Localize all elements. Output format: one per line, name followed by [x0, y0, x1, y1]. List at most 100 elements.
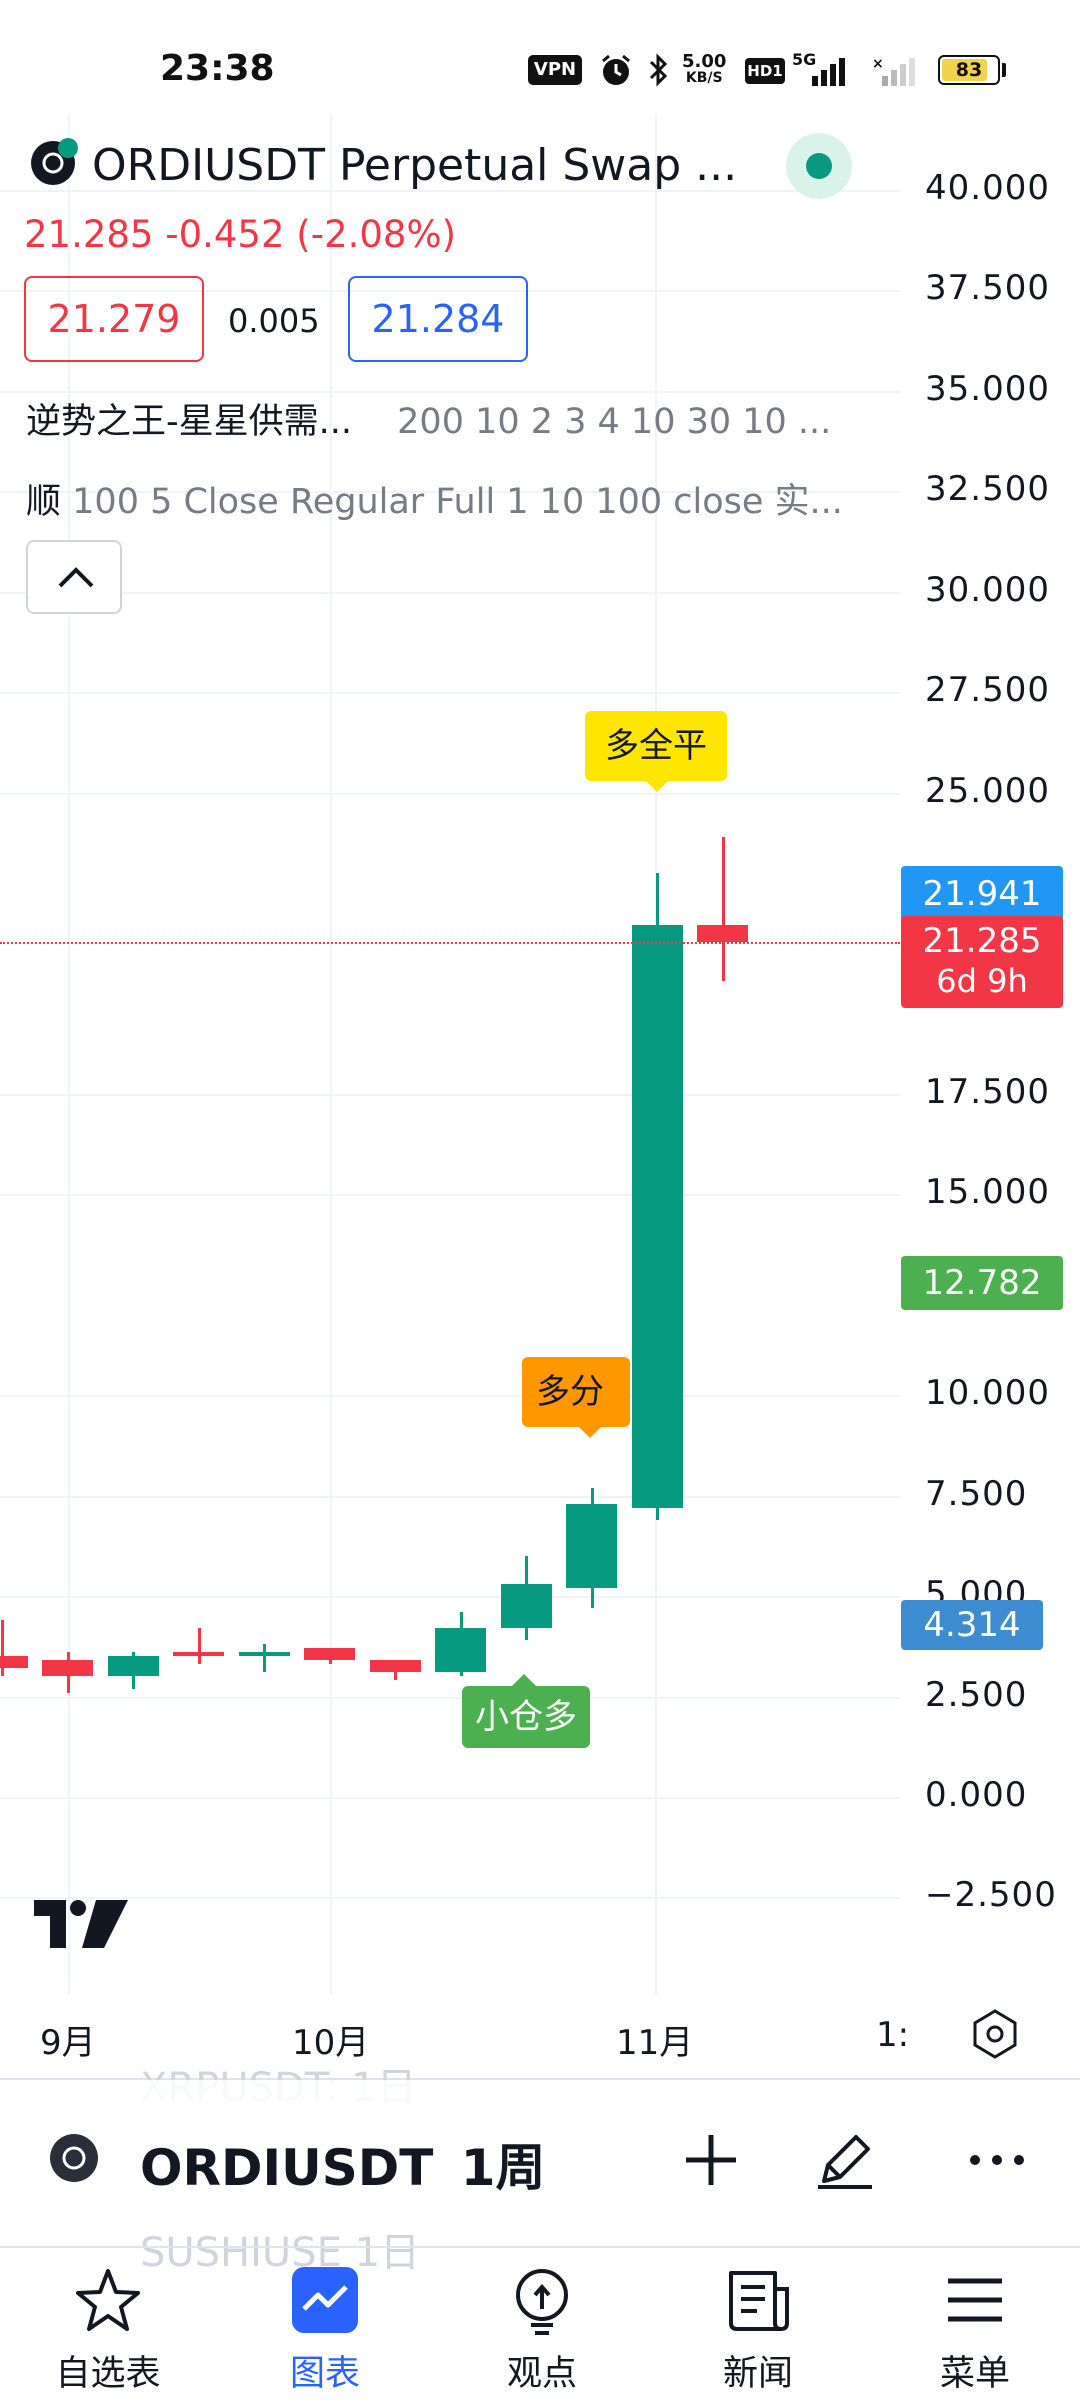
- price-axis-label: 7.500: [925, 1473, 1028, 1514]
- nav-watchlist[interactable]: 自选表: [28, 2265, 188, 2395]
- price-change: 21.285 -0.452 (-2.08%): [24, 213, 456, 256]
- symbol-name: ORDIUSDT: [140, 2139, 434, 2197]
- signal-small-long-pointer: [512, 1674, 536, 1686]
- price-axis-label: 37.500: [925, 268, 1050, 309]
- more-options-icon[interactable]: [962, 2125, 1032, 2195]
- candle-up: [435, 1628, 486, 1673]
- signal-icon: [812, 58, 845, 86]
- chevron-up-icon: [58, 567, 94, 588]
- grid-line: [0, 692, 900, 695]
- price-axis-label: 40.000: [925, 168, 1050, 208]
- grid-line: [0, 1696, 900, 1699]
- candle-down: [173, 1652, 224, 1657]
- candle-up: [566, 1503, 617, 1589]
- grid-line: [0, 491, 900, 494]
- nav-label: 自选表: [55, 2354, 161, 2394]
- spread: 0.005: [228, 302, 320, 340]
- indicator-2-params: 100 5 Close Regular Full 1 10 100 close …: [72, 482, 843, 522]
- grid-line-vertical: [330, 115, 332, 1995]
- indicator-2-name: 顺: [26, 482, 62, 522]
- time-label-sep: 9月: [40, 2023, 96, 2063]
- lightbulb-icon: [516, 2269, 568, 2335]
- grid-line: [0, 1093, 900, 1096]
- candle-up: [107, 1656, 159, 1677]
- interval-selector[interactable]: 1周: [460, 2139, 546, 2197]
- price-axis-label: 27.500: [925, 670, 1050, 711]
- last-price-tag: 21.285 6d 9h: [901, 916, 1063, 1008]
- price-axis-label: 15.000: [925, 1172, 1050, 1213]
- net-speed: 5.00 KB/S: [682, 51, 727, 87]
- signal-batch-long-pointer: [578, 1426, 602, 1438]
- buy-price-button[interactable]: 21.284: [348, 276, 528, 362]
- candle-wick: [721, 836, 725, 982]
- nav-label: 观点: [506, 2354, 577, 2394]
- candle-down: [369, 1660, 421, 1673]
- grid-line: [0, 1495, 900, 1498]
- signal-batch-long: 多分批: [522, 1357, 630, 1427]
- price-axis-label: 35.000: [925, 368, 1050, 409]
- battery-tip: [1002, 63, 1006, 77]
- indicator-legend-1[interactable]: 逆势之王-星星供需... 200 10 2 3 4 10 30 10 ...: [26, 393, 831, 444]
- indicator-legend-2[interactable]: 顺 100 5 Close Regular Full 1 10 100 clos…: [26, 473, 843, 524]
- axis-settings-icon[interactable]: [970, 2005, 1020, 2063]
- signal-icon-2: ×: [872, 56, 915, 86]
- price-axis-label: 25.000: [925, 770, 1050, 811]
- price-axis-label: −2.500: [925, 1875, 1057, 1916]
- candle-up: [500, 1584, 552, 1629]
- time-label-oct: 10月: [292, 2023, 370, 2063]
- last-price-value: 21.285: [922, 921, 1042, 961]
- battery-level: 83: [955, 59, 983, 81]
- nav-label: 菜单: [939, 2354, 1010, 2394]
- price-axis-label: 2.500: [925, 1674, 1028, 1715]
- chart-area[interactable]: [0, 115, 1080, 2065]
- market-status-indicator[interactable]: [786, 133, 852, 199]
- signal-sell-all-pointer: [645, 780, 669, 792]
- exchange-logo-icon: [31, 138, 78, 185]
- candle-wick: [263, 1644, 266, 1673]
- price-axis-label: 0.000: [925, 1775, 1028, 1815]
- candle-wick: [1, 1620, 4, 1677]
- bluetooth-icon: [649, 53, 668, 87]
- grid-line: [0, 591, 900, 594]
- grid-line: [0, 1194, 900, 1197]
- change-percent: (-2.08%): [296, 213, 457, 256]
- chart-icon: [292, 2267, 358, 2333]
- divider: [0, 2246, 1080, 2248]
- news-icon: [729, 2271, 789, 2331]
- nav-label: 新闻: [722, 2354, 793, 2394]
- symbol-title[interactable]: ORDIUSDT Perpetual Swap ...: [92, 140, 738, 191]
- candle-down: [304, 1648, 355, 1661]
- sell-price-button[interactable]: 21.279: [24, 276, 204, 362]
- last-price: 21.285: [24, 213, 154, 256]
- grid-line: [0, 190, 900, 192]
- candle-wick: [197, 1628, 201, 1665]
- battery-indicator: 83: [938, 55, 1000, 85]
- time-label-next: 1:: [876, 2015, 906, 2055]
- collapse-legend-button[interactable]: [26, 540, 122, 614]
- drawing-tools-icon[interactable]: [810, 2125, 880, 2195]
- grid-line: [0, 1797, 900, 1799]
- nav-menu[interactable]: 菜单: [895, 2265, 1055, 2395]
- grid-line: [0, 792, 900, 795]
- grid-line: [0, 1596, 900, 1599]
- symbol-bar-backdrop: [0, 2080, 1080, 2230]
- nav-chart[interactable]: 图表: [245, 2265, 405, 2395]
- hd-badge: HD1: [745, 58, 785, 84]
- tradingview-logo: [34, 1900, 128, 1948]
- indicator-level-tag: 12.782: [901, 1256, 1063, 1310]
- candle-down: [0, 1656, 28, 1669]
- nav-news[interactable]: 新闻: [678, 2265, 838, 2395]
- candle-up: [238, 1652, 290, 1657]
- alarm-icon: [602, 54, 630, 85]
- last-price-line: [0, 942, 900, 944]
- symbol-list-item-below[interactable]: SUSHIUSE 1日: [140, 2230, 421, 2276]
- add-icon[interactable]: [676, 2125, 746, 2195]
- indicator-1-name: 逆势之王-星星供需...: [26, 402, 353, 442]
- signal-small-long: 小仓多: [462, 1686, 590, 1748]
- grid-line: [0, 390, 900, 393]
- symbol-selector[interactable]: ORDIUSDT 1周: [140, 2128, 546, 2200]
- signal-sell-all: 多全平: [585, 711, 727, 781]
- network-type: 5G: [792, 50, 817, 69]
- indicator-support-tag: 4.314: [901, 1600, 1043, 1650]
- nav-ideas[interactable]: 观点: [462, 2265, 622, 2395]
